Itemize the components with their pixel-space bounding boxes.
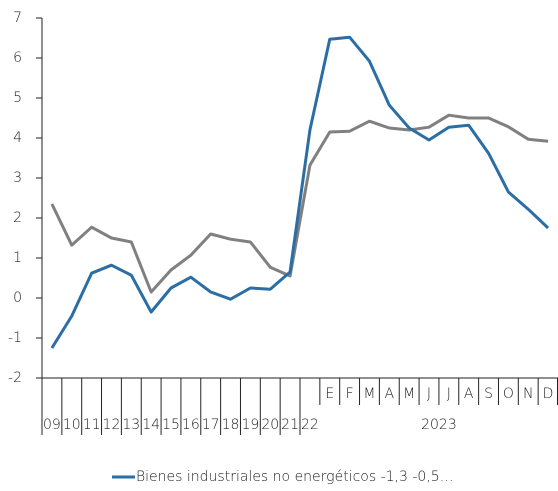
legend-label: Bienes industriales no energéticos -1,3 …	[136, 469, 454, 485]
x-tick-label: N	[523, 386, 533, 402]
x-tick-label: M	[363, 386, 375, 402]
series-line	[50, 113, 549, 294]
x-tick-label: 22	[301, 417, 319, 433]
y-tick-label: 1	[13, 250, 22, 266]
x-tick-label: A	[464, 386, 474, 402]
x-tick-label: 12	[103, 417, 121, 433]
x-tick-label: 18	[222, 417, 240, 433]
y-tick-label: 5	[13, 90, 22, 106]
x-tick-label: M	[403, 386, 415, 402]
y-tick-label: 7	[13, 10, 22, 26]
x-tick-label: A	[385, 386, 395, 402]
x-tick-label: 17	[202, 417, 220, 433]
x-tick-label: S	[484, 386, 493, 402]
x-tick-label: 15	[162, 417, 180, 433]
x-tick-label: 20	[261, 417, 279, 433]
y-tick-label: 3	[13, 170, 22, 186]
x-tick-label: 11	[83, 417, 101, 433]
x-tick-label: 13	[122, 417, 140, 433]
y-tick-label: 2	[13, 210, 22, 226]
x-group-label: 2023	[421, 417, 457, 433]
series-line	[50, 35, 550, 349]
y-tick-label: -2	[8, 370, 22, 386]
x-tick-label: J	[447, 386, 451, 402]
x-tick-label: 19	[241, 417, 259, 433]
y-tick-label: -1	[8, 330, 22, 346]
x-tick-label: 21	[281, 417, 299, 433]
y-tick-label: 0	[13, 290, 22, 306]
y-tick-label: 6	[13, 50, 22, 66]
x-tick-label: F	[346, 386, 354, 402]
x-tick-label: D	[543, 386, 554, 402]
x-tick-label: 14	[142, 417, 160, 433]
x-tick-label: 16	[182, 417, 200, 433]
x-tick-label: 09	[43, 417, 61, 433]
x-tick-label: 10	[63, 417, 81, 433]
x-tick-label: E	[325, 386, 334, 402]
y-tick-label: 4	[13, 130, 22, 146]
x-tick-label: J	[427, 386, 431, 402]
x-tick-label: O	[503, 386, 514, 402]
